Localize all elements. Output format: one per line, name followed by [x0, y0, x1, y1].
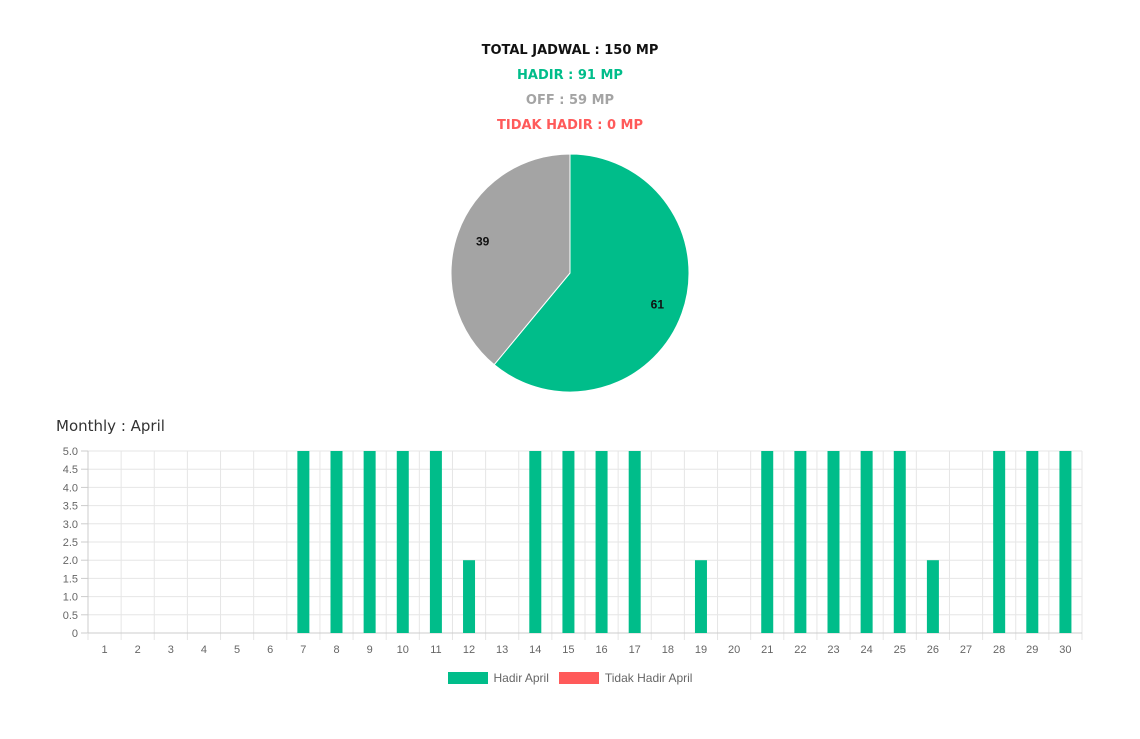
x-tick-label: 27: [960, 644, 972, 656]
pie-slice[interactable]: [450, 153, 571, 366]
x-tick-label: 10: [397, 644, 409, 656]
bar[interactable]: [993, 451, 1006, 633]
x-tick-label: 12: [463, 644, 475, 656]
bar[interactable]: [595, 451, 608, 633]
y-tick-label: 3.0: [63, 519, 78, 531]
x-tick-label: 13: [496, 644, 508, 656]
legend-item-tidak-hadir[interactable]: Tidak Hadir April: [558, 671, 693, 685]
x-tick-label: 16: [595, 644, 607, 656]
y-tick-label: 0: [72, 628, 78, 640]
bar[interactable]: [893, 451, 906, 633]
bar[interactable]: [794, 451, 807, 633]
present-count-label: HADIR : 91 MP: [517, 68, 623, 83]
y-tick-label: 4.5: [63, 464, 78, 476]
bar[interactable]: [1026, 451, 1039, 633]
x-tick-label: 21: [761, 644, 773, 656]
legend-swatch-hadir: [447, 672, 488, 684]
legend-label-hadir: Hadir April: [493, 671, 549, 685]
x-tick-label: 4: [201, 644, 207, 656]
x-tick-label: 30: [1059, 644, 1071, 656]
bar[interactable]: [529, 451, 542, 633]
y-tick-label: 1.5: [63, 573, 78, 585]
x-tick-label: 22: [794, 644, 806, 656]
bar[interactable]: [628, 451, 641, 633]
x-tick-label: 2: [135, 644, 141, 656]
chart-legend: Hadir April Tidak Hadir April: [0, 671, 1140, 685]
bar[interactable]: [860, 451, 873, 633]
legend-label-tidak-hadir: Tidak Hadir April: [604, 671, 693, 685]
x-tick-label: 17: [629, 644, 641, 656]
x-tick-label: 15: [562, 644, 574, 656]
x-tick-label: 6: [267, 644, 273, 656]
x-tick-label: 19: [695, 644, 707, 656]
x-tick-label: 28: [993, 644, 1005, 656]
bar-chart-svg: 00.51.01.52.02.53.03.54.04.55.01 2 3 4 5 6 7 8 9…: [63, 446, 1083, 656]
bar[interactable]: [297, 451, 310, 633]
x-tick-label: 5: [234, 644, 240, 656]
y-tick-label: 5.0: [63, 446, 78, 458]
off-count-label: OFF : 59 MP: [525, 93, 615, 108]
x-tick-label: 3: [168, 644, 174, 656]
bar[interactable]: [396, 451, 409, 633]
legend-swatch-tidak-hadir: [558, 672, 599, 684]
y-tick-label: 2.0: [63, 555, 78, 567]
x-tick-label: 1: [102, 644, 108, 656]
pie-slice-label: 39: [476, 235, 490, 249]
x-tick-label: 26: [927, 644, 939, 656]
x-tick-label: 7: [300, 644, 306, 656]
x-tick-label: 8: [333, 644, 339, 656]
pie-slice[interactable]: [493, 153, 690, 393]
monthly-chart-title: Monthly : April: [56, 417, 165, 435]
bar[interactable]: [926, 560, 939, 633]
pie-slice-label: 61: [651, 297, 665, 311]
y-tick-label: 2.5: [63, 537, 78, 549]
x-tick-label: 24: [861, 644, 873, 656]
attendance-pie-chart: 61 39: [450, 153, 690, 393]
x-tick-label: 14: [529, 644, 541, 656]
attendance-summary: TOTAL JADWAL : 150 MP HADIR : 91 MP OFF …: [0, 41, 1140, 141]
bar[interactable]: [827, 451, 840, 633]
x-tick-label: 18: [662, 644, 674, 656]
bar[interactable]: [562, 451, 575, 633]
total-schedule-label: TOTAL JADWAL : 150 MP: [481, 43, 659, 58]
y-tick-label: 0.5: [63, 610, 78, 622]
x-tick-label: 9: [367, 644, 373, 656]
bar[interactable]: [1059, 451, 1072, 633]
y-tick-label: 3.5: [63, 501, 78, 513]
bar[interactable]: [429, 451, 442, 633]
bar[interactable]: [330, 451, 343, 633]
absent-count-label: TIDAK HADIR : 0 MP: [496, 118, 644, 133]
x-tick-label: 29: [1026, 644, 1038, 656]
y-tick-label: 4.0: [63, 482, 78, 494]
bar[interactable]: [363, 451, 376, 633]
bar[interactable]: [694, 560, 707, 633]
bar[interactable]: [463, 560, 476, 633]
y-tick-label: 1.0: [63, 592, 78, 604]
x-tick-label: 20: [728, 644, 740, 656]
x-tick-label: 23: [827, 644, 839, 656]
x-tick-label: 25: [894, 644, 906, 656]
monthly-bar-chart: 0 0.5 1.0 1.5 2.0 2.5 3.0 3.5 4.0 4.5 5.0 1 2 3 4 5 6 7 8 9…: [0, 440, 1140, 670]
bar[interactable]: [761, 451, 774, 633]
pie-chart-svg: 61 39: [450, 153, 690, 393]
legend-item-hadir[interactable]: Hadir April: [447, 671, 549, 685]
x-tick-label: 11: [430, 644, 441, 656]
